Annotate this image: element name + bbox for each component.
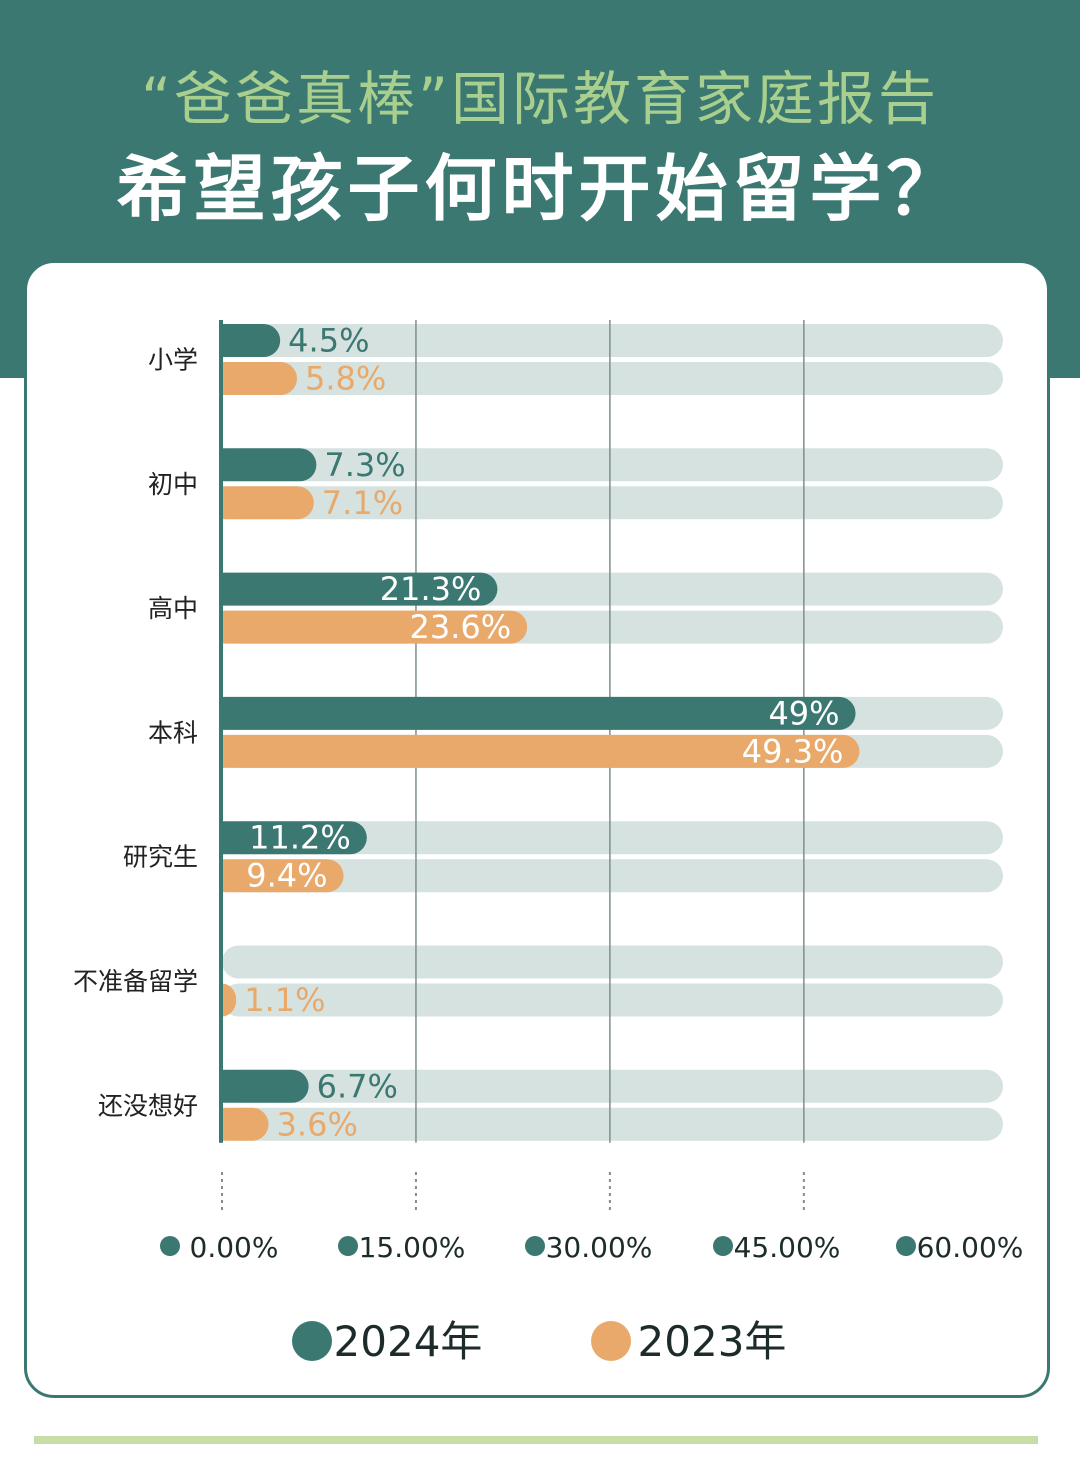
- report-subtitle: “爸爸真棒”国际教育家庭报告: [140, 65, 940, 133]
- value-label-2023: 1.1%: [244, 981, 325, 1019]
- bar-2023: [222, 734, 860, 768]
- x-tick-label: 30.00%: [546, 1231, 653, 1264]
- category-label: 初中: [148, 470, 198, 499]
- tick-dot: [338, 1236, 358, 1256]
- bar-2023: [222, 983, 237, 1017]
- bar-2024: [222, 1069, 309, 1103]
- bar-2023: [222, 610, 528, 644]
- value-label-2024: 11.2%: [249, 819, 351, 857]
- value-label-2024: 49%: [768, 694, 839, 732]
- page-title: 希望孩子何时开始留学？: [116, 147, 964, 231]
- bar-track: [222, 1107, 1003, 1141]
- bar-2023: [222, 362, 297, 395]
- tick-dot: [160, 1236, 180, 1256]
- value-label-2023: 3.6%: [277, 1105, 358, 1143]
- bar-2023: [222, 486, 314, 520]
- category-label: 高中: [148, 594, 198, 623]
- bar-2024: [222, 821, 367, 855]
- tick-dot: [525, 1236, 545, 1256]
- category-label: 研究生: [123, 843, 198, 872]
- value-label-2024: 7.3%: [324, 446, 405, 484]
- value-label-2023: 49.3%: [742, 732, 844, 770]
- x-tick-label: 15.00%: [359, 1231, 466, 1264]
- bar-track: [222, 448, 1003, 482]
- x-tick-label: 60.00%: [917, 1231, 1024, 1264]
- bar-track: [222, 859, 1003, 893]
- category-label: 不准备留学: [73, 967, 198, 996]
- y-axis-line: [219, 320, 223, 1143]
- tick-dot: [713, 1236, 733, 1256]
- category-label: 本科: [148, 718, 198, 747]
- x-tick-label: 0.00%: [190, 1231, 279, 1264]
- bar-2023: [222, 1107, 269, 1141]
- category-label: 还没想好: [98, 1091, 198, 1120]
- bar-track: [222, 821, 1003, 855]
- x-tick-label: 45.00%: [734, 1231, 841, 1264]
- bar-2024: [222, 696, 856, 730]
- bar-track: [222, 945, 1003, 979]
- bar-2024: [222, 448, 317, 482]
- bar-2024: [222, 324, 281, 357]
- bar-track: [222, 486, 1003, 520]
- value-label-2024: 4.5%: [288, 322, 369, 360]
- bottom-divider: [34, 1436, 1038, 1444]
- value-label-2023: 9.4%: [246, 857, 327, 895]
- legend-swatch: [591, 1321, 631, 1361]
- value-label-2023: 5.8%: [305, 360, 386, 398]
- bar-track: [222, 324, 1003, 357]
- value-label-2024: 6.7%: [317, 1067, 398, 1105]
- bar-track: [222, 983, 1003, 1017]
- value-label-2023: 7.1%: [322, 484, 403, 522]
- tick-dot: [896, 1236, 916, 1256]
- value-label-2023: 23.6%: [409, 608, 511, 646]
- category-label: 小学: [148, 346, 198, 375]
- legend-label: 2024年: [334, 1317, 483, 1366]
- bar-track: [222, 1069, 1003, 1103]
- bar-track: [222, 362, 1003, 395]
- value-label-2024: 21.3%: [380, 570, 482, 608]
- legend-swatch: [292, 1321, 332, 1361]
- bar-2024: [222, 572, 498, 606]
- bar-2023: [222, 859, 344, 893]
- legend-label: 2023年: [638, 1317, 787, 1366]
